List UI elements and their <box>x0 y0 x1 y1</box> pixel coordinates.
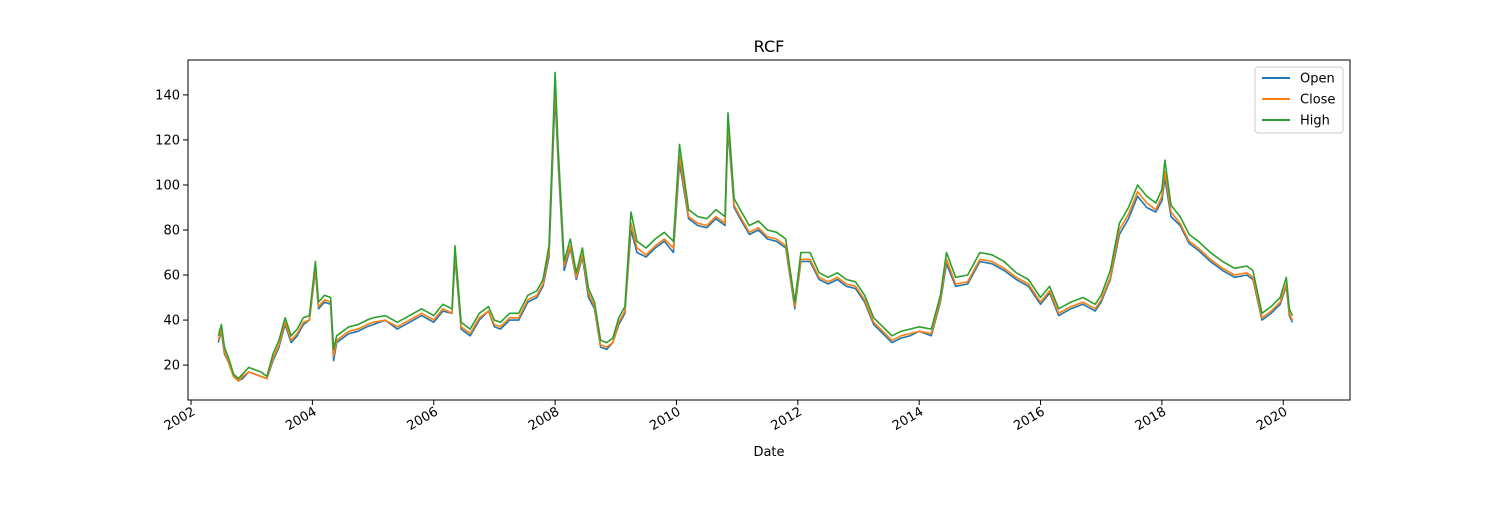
y-tick-label: 100 <box>155 178 180 193</box>
x-axis-ticks: 2002 2004 2006 2008 2010 2012 2014 2016 2018 2020 <box>162 400 1290 434</box>
x-tick-label: 2010 <box>647 404 683 434</box>
x-tick-label: 2016 <box>1011 404 1047 434</box>
plot-frame <box>187 59 1351 401</box>
chart-title: RCF <box>754 37 785 56</box>
y-tick-label: 80 <box>163 224 180 239</box>
x-tick-label: 2020 <box>1254 404 1290 434</box>
legend-label-open: Open <box>1300 72 1335 87</box>
x-tick-label: 2012 <box>769 404 805 434</box>
x-axis-label: Date <box>753 445 784 460</box>
legend-label-close: Close <box>1300 93 1335 108</box>
series-line-high <box>217 71 1294 380</box>
legend-box <box>1254 66 1344 134</box>
y-tick-label: 140 <box>155 88 180 103</box>
x-tick-label: 2004 <box>283 404 319 434</box>
x-tick-label: 2018 <box>1133 404 1169 434</box>
legend-items: Open Close High <box>1262 72 1335 129</box>
y-tick-label: 40 <box>163 314 180 329</box>
legend: Open Close High <box>1254 66 1344 134</box>
y-tick-label: 60 <box>163 269 180 284</box>
x-tick-label: 2014 <box>890 404 926 434</box>
y-tick-label: 20 <box>163 359 180 374</box>
x-tick-label: 2006 <box>405 404 441 434</box>
y-tick-label: 120 <box>155 133 180 148</box>
x-tick-label: 2008 <box>526 404 562 434</box>
legend-label-high: High <box>1300 114 1330 129</box>
series-layer <box>217 71 1294 382</box>
x-tick-label: 2002 <box>162 404 198 434</box>
y-axis-ticks: 20 40 60 80 100 120 140 <box>155 88 188 374</box>
